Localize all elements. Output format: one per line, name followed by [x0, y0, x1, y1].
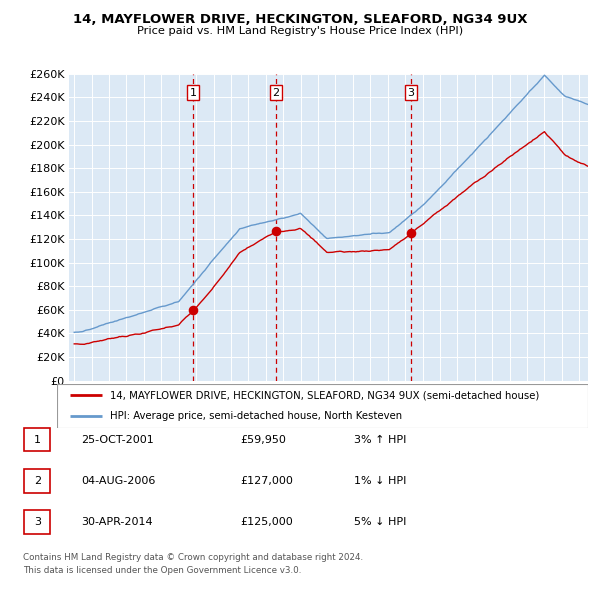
Text: 2: 2 — [272, 87, 280, 97]
Text: 04-AUG-2006: 04-AUG-2006 — [81, 476, 155, 486]
Text: 1: 1 — [190, 87, 197, 97]
Text: Price paid vs. HM Land Registry's House Price Index (HPI): Price paid vs. HM Land Registry's House … — [137, 26, 463, 36]
Text: 3: 3 — [34, 517, 41, 527]
Point — [271, 226, 281, 235]
Text: £125,000: £125,000 — [240, 517, 293, 527]
Text: 30-APR-2014: 30-APR-2014 — [81, 517, 152, 527]
Text: £59,950: £59,950 — [240, 435, 286, 444]
Text: 1% ↓ HPI: 1% ↓ HPI — [354, 476, 406, 486]
Point — [406, 228, 416, 238]
Text: 5% ↓ HPI: 5% ↓ HPI — [354, 517, 406, 527]
Text: £127,000: £127,000 — [240, 476, 293, 486]
Text: 25-OCT-2001: 25-OCT-2001 — [81, 435, 154, 444]
Text: 3: 3 — [407, 87, 415, 97]
Point — [188, 305, 198, 314]
Text: 14, MAYFLOWER DRIVE, HECKINGTON, SLEAFORD, NG34 9UX (semi-detached house): 14, MAYFLOWER DRIVE, HECKINGTON, SLEAFOR… — [110, 391, 539, 401]
Text: 1: 1 — [34, 435, 41, 444]
Text: 3% ↑ HPI: 3% ↑ HPI — [354, 435, 406, 444]
Text: HPI: Average price, semi-detached house, North Kesteven: HPI: Average price, semi-detached house,… — [110, 411, 402, 421]
Text: 2: 2 — [34, 476, 41, 486]
Text: 14, MAYFLOWER DRIVE, HECKINGTON, SLEAFORD, NG34 9UX: 14, MAYFLOWER DRIVE, HECKINGTON, SLEAFOR… — [73, 13, 527, 26]
Text: Contains HM Land Registry data © Crown copyright and database right 2024.
This d: Contains HM Land Registry data © Crown c… — [23, 553, 363, 575]
